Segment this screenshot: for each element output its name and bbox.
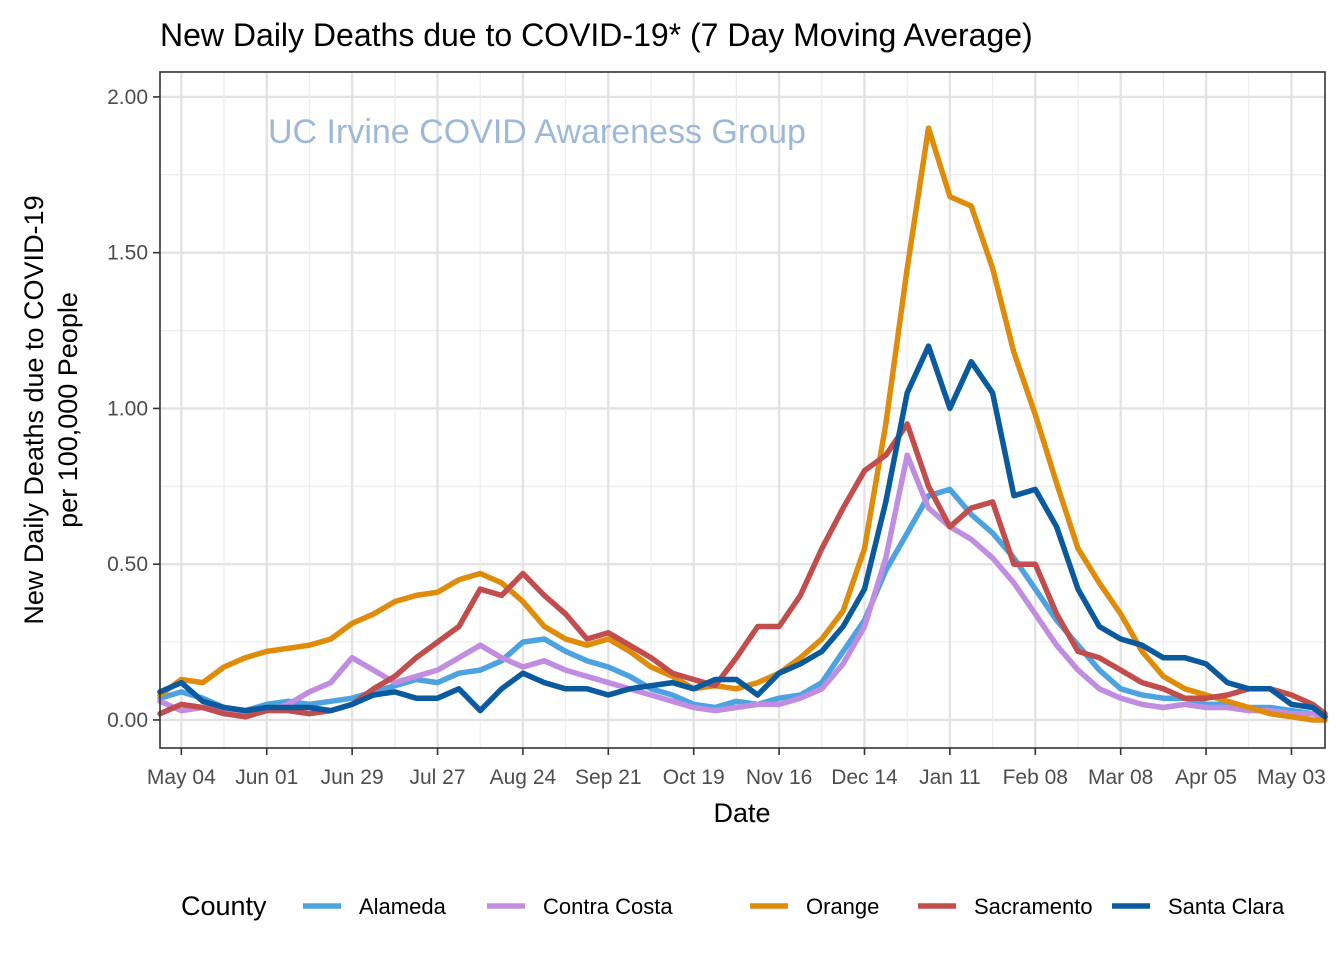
y-axis: 0.00 0.50 1.00 1.50 2.00 <box>107 86 160 732</box>
x-tick-label: Jul 27 <box>410 766 466 789</box>
series-lines <box>157 125 1328 723</box>
y-axis-label-line1: New Daily Deaths due to COVID-19 <box>19 195 49 624</box>
legend-label-santa-clara: Santa Clara <box>1168 894 1285 919</box>
x-tick-label: Apr 05 <box>1175 766 1237 789</box>
x-tick-label: Feb 08 <box>1003 766 1068 789</box>
watermark: UC Irvine COVID Awareness Group <box>268 113 806 151</box>
x-axis: May 04 Jun 01 Jun 29 Jul 27 Aug 24 Sep 21 Oct … <box>147 748 1326 789</box>
y-tick-label: 0.00 <box>107 709 148 732</box>
x-tick-label: Dec 14 <box>831 766 898 789</box>
x-tick-label: Oct 19 <box>663 766 725 789</box>
series-line-contra-costa <box>157 452 1328 720</box>
series-line-santa-clara <box>157 343 1328 720</box>
x-tick-label: Nov 16 <box>746 766 813 789</box>
y-tick-label: 0.50 <box>107 553 148 576</box>
x-tick-label: Jun 29 <box>321 766 384 789</box>
x-tick-label: May 03 <box>1257 766 1326 789</box>
y-tick-label: 1.50 <box>107 242 148 265</box>
legend-label-contra-costa: Contra Costa <box>543 894 673 919</box>
legend-label-orange: Orange <box>806 894 879 919</box>
plot-panel-border <box>159 71 1326 749</box>
x-axis-label: Date <box>713 798 770 828</box>
x-tick-label: Sep 21 <box>575 766 642 789</box>
x-tick-label: Mar 08 <box>1088 766 1153 789</box>
y-tick-label: 1.00 <box>107 397 148 420</box>
chart-title: New Daily Deaths due to COVID-19* (7 Day… <box>160 17 1033 53</box>
legend: County Alameda Contra Costa Orange Sacramen… <box>181 891 1285 921</box>
series-line-alameda <box>157 486 1328 720</box>
legend-label-alameda: Alameda <box>359 894 447 919</box>
legend-label-sacramento: Sacramento <box>974 894 1093 919</box>
x-tick-label: Jun 01 <box>235 766 298 789</box>
x-tick-label: Aug 24 <box>490 766 557 789</box>
y-tick-label: 2.00 <box>107 86 148 109</box>
x-tick-label: May 04 <box>147 766 216 789</box>
grid <box>160 72 1325 748</box>
x-tick-label: Jan 11 <box>919 766 981 789</box>
legend-title: County <box>181 891 267 921</box>
y-axis-label-line2: per 100,000 People <box>53 292 83 528</box>
